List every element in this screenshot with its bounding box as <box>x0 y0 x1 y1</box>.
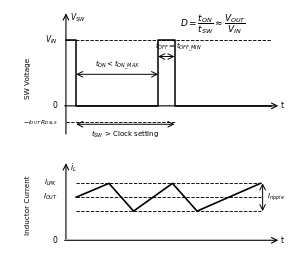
Text: $i_L$: $i_L$ <box>70 162 77 174</box>
Text: SW Voltage: SW Voltage <box>25 58 31 99</box>
Text: 0: 0 <box>53 236 58 245</box>
Text: $I_{ripple}$: $I_{ripple}$ <box>267 191 285 203</box>
Text: $V_{SW}$: $V_{SW}$ <box>70 12 86 24</box>
Text: $D = \dfrac{t_{ON}}{t_{SW}} \approx \dfrac{V_{OUT}}{V_{IN}}$: $D = \dfrac{t_{ON}}{t_{SW}} \approx \dfr… <box>180 12 247 36</box>
Text: $V_{IN}$: $V_{IN}$ <box>45 34 58 46</box>
Text: $t_{OFF} = t_{OFF\_MIN}$: $t_{OFF} = t_{OFF\_MIN}$ <box>155 41 202 54</box>
Text: $t_{ON} < t_{ON\_MAX}$: $t_{ON} < t_{ON\_MAX}$ <box>95 58 140 72</box>
Text: $I_{OUT}$: $I_{OUT}$ <box>43 192 58 202</box>
Text: Inductor Current: Inductor Current <box>25 176 31 235</box>
Text: t: t <box>281 236 284 245</box>
Text: 0: 0 <box>53 101 58 110</box>
Text: $I_{LPK}$: $I_{LPK}$ <box>45 178 58 189</box>
Text: $-I_{OUT}{\cdot}R_{DSLS}$: $-I_{OUT}{\cdot}R_{DSLS}$ <box>23 118 58 127</box>
Text: $t_{SW}$ > Clock setting: $t_{SW}$ > Clock setting <box>91 129 159 140</box>
Text: t: t <box>281 101 284 110</box>
